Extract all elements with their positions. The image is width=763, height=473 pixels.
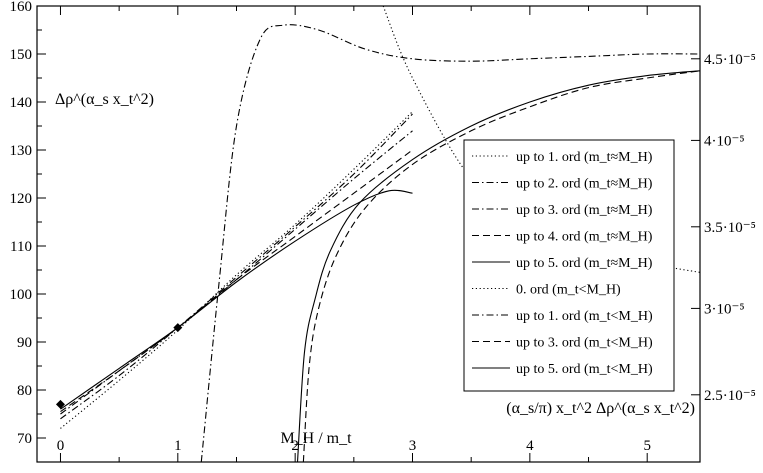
x-tick-label: 0 [57, 438, 65, 454]
legend-entry-label: up to 5. ord (m_t<M_H) [516, 362, 653, 377]
legend-box [463, 139, 675, 392]
series-line-2 [60, 113, 413, 420]
y-tick-label: 100 [10, 287, 33, 303]
marker-layer [55, 323, 183, 409]
x-tick-label: 4 [526, 438, 534, 454]
right-tick-label: 4·10⁻⁵ [704, 133, 745, 149]
series-line-5 [60, 189, 413, 410]
legend-entry-label: up to 1. ord (m_t≈M_H) [516, 150, 653, 165]
x-tick-label: 2 [291, 438, 299, 454]
y-tick-label: 70 [17, 431, 32, 447]
x-tick-label: 1 [174, 438, 182, 454]
y-tick-label: 150 [10, 47, 33, 63]
data-marker [173, 323, 183, 333]
y-tick-label: 90 [17, 335, 32, 351]
right-tick-label: 3.5·10⁻⁵ [704, 220, 756, 236]
y-tick-label: 140 [10, 95, 33, 111]
right-tick-label: 3·10⁻⁵ [704, 301, 745, 317]
y-tick-label: 130 [10, 143, 33, 159]
x-tick-label: 3 [409, 438, 417, 454]
legend-entry-label: up to 3. ord (m_t≈M_H) [516, 203, 653, 218]
series-line-4 [60, 149, 413, 413]
legend-entry-label: up to 5. ord (m_t≈M_H) [516, 256, 653, 271]
y-tick-label: 80 [17, 383, 32, 399]
y-tick-label: 120 [10, 191, 33, 207]
series-line-7 [200, 24, 700, 462]
series-line-8 [302, 70, 700, 462]
y-axis-label-left: Δρ^(α_s x_t^2) [55, 91, 154, 108]
ticks-layer: 0 1 2 3 4 5 70 80 90 100 110 120 130 140 150 160 2.5·10⁻… [10, 0, 756, 463]
legend-entry-label: up to 4. ord (m_t≈M_H) [516, 230, 653, 245]
x-tick-label: 5 [643, 438, 651, 454]
right-tick-label: 4.5·10⁻⁵ [704, 52, 756, 68]
legend-entry-label: 0. ord (m_t<M_H) [516, 283, 621, 298]
series-line-1 [60, 111, 413, 429]
y-tick-label: 160 [10, 0, 33, 15]
legend: up to 1. ord (m_t≈M_H)up to 2. ord (m_t≈… [463, 139, 675, 392]
legend-entry-label: up to 2. ord (m_t≈M_H) [516, 177, 653, 192]
x-axis-label: M_H / m_t [280, 430, 352, 447]
y-axis-label-right: (α_s/π) x_t^2 Δρ^(α_s x_t^2) [506, 400, 695, 417]
series-line-3 [60, 130, 413, 415]
right-tick-label: 2.5·10⁻⁵ [704, 388, 756, 404]
axis-labels: M_H / m_t Δρ^(α_s x_t^2) (α_s/π) x_t^2 Δρ^… [55, 91, 695, 447]
plot-frame [36, 5, 701, 463]
legend-entry-label: up to 3. ord (m_t<M_H) [516, 336, 653, 351]
data-marker [55, 399, 65, 409]
legend-entry-label: up to 1. ord (m_t<M_H) [516, 309, 653, 324]
series-line-9 [296, 70, 700, 462]
y-tick-label: 110 [10, 239, 32, 255]
